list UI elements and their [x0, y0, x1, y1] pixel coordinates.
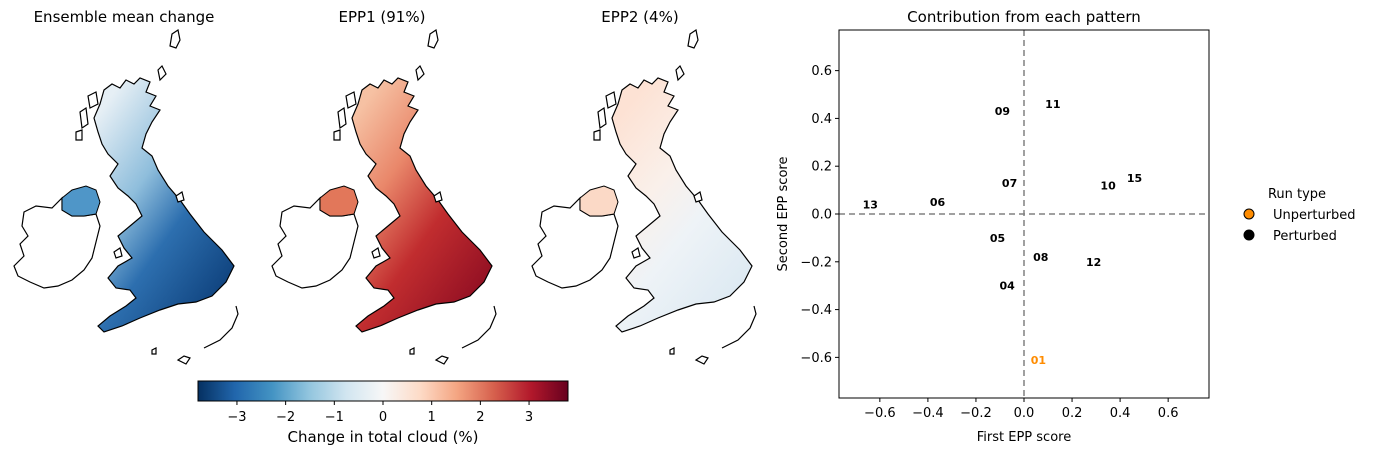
y-tick-label: 0.6 — [811, 64, 832, 79]
legend-title: Run type — [1268, 187, 1326, 202]
y-tick-label: −0.2 — [800, 255, 832, 270]
x-tick-label: 0.6 — [1158, 406, 1179, 421]
map-ensemble-mean: Ensemble mean change — [13, 8, 239, 365]
point-label-11: 11 — [1045, 98, 1060, 111]
map-title: EPP2 (4%) — [601, 8, 678, 26]
scatter-chart: Contribution from each pattern 010405060… — [776, 8, 1210, 445]
scatter-points: 01 04 05 06 07 08 09 10 11 12 13 15 — [863, 98, 1143, 367]
legend-entry-perturbed: Perturbed — [1243, 229, 1337, 244]
point-label-07: 07 — [1002, 177, 1017, 190]
colorbar-tick-label: 3 — [525, 410, 533, 425]
x-tick-label: 0.4 — [1110, 406, 1131, 421]
map-title: EPP1 (91%) — [339, 8, 426, 26]
legend-marker-unperturbed — [1243, 208, 1255, 220]
point-label-13: 13 — [863, 198, 878, 211]
reference-lines — [839, 30, 1209, 398]
point-label-04: 04 — [1000, 280, 1016, 293]
colorbar-label: Change in total cloud (%) — [287, 428, 478, 446]
map-title: Ensemble mean change — [34, 8, 215, 26]
point-label-10: 10 — [1100, 179, 1116, 192]
colorbar-tick-label: −3 — [227, 410, 246, 425]
legend-entry-unperturbed: Unperturbed — [1243, 208, 1356, 223]
chart-title: Contribution from each pattern — [907, 8, 1141, 26]
colorbar-tick-label: 1 — [428, 410, 436, 425]
y-tick-label: 0.2 — [811, 160, 832, 175]
map-epp1: EPP1 (91%) — [271, 8, 497, 365]
point-label-01: 01 — [1031, 354, 1046, 367]
point-label-09: 09 — [995, 105, 1010, 118]
x-tick-label: 0.0 — [1014, 406, 1035, 421]
y-tick-label: −0.4 — [800, 303, 832, 318]
x-axis-ticks: −0.6 −0.4 −0.2 0.0 0.2 0.4 0.6 — [864, 398, 1178, 421]
legend-label: Unperturbed — [1273, 208, 1356, 223]
x-tick-label: −0.6 — [864, 406, 896, 421]
colorbar-tick-label: 2 — [476, 410, 484, 425]
colorbar-bar — [197, 380, 569, 402]
colorbar-tick-label: −2 — [276, 410, 295, 425]
colorbar: −3 −2 −1 0 1 2 3 Change in total cloud (%) — [197, 380, 569, 446]
legend: Run type Unperturbed Perturbed — [1243, 187, 1356, 244]
x-tick-label: −0.2 — [960, 406, 992, 421]
point-label-15: 15 — [1127, 172, 1142, 185]
point-label-08: 08 — [1033, 251, 1048, 264]
legend-label: Perturbed — [1273, 229, 1337, 244]
legend-marker-perturbed — [1243, 229, 1255, 241]
point-label-12: 12 — [1086, 256, 1101, 269]
point-label-05: 05 — [990, 232, 1005, 245]
y-tick-label: 0.0 — [811, 208, 832, 223]
colorbar-tick-label: 0 — [379, 410, 387, 425]
map-epp2: EPP2 (4%) — [531, 8, 757, 365]
y-tick-label: −0.6 — [800, 351, 832, 366]
y-axis-label: Second EPP score — [776, 157, 791, 272]
x-axis-label: First EPP score — [977, 430, 1071, 445]
y-tick-label: 0.4 — [811, 112, 832, 127]
colorbar-tick-label: −1 — [325, 410, 344, 425]
point-label-06: 06 — [930, 196, 946, 209]
colorbar-ticks: −3 −2 −1 0 1 2 3 — [227, 401, 533, 425]
x-tick-label: −0.4 — [912, 406, 944, 421]
y-axis-ticks: −0.6 −0.4 −0.2 0.0 0.2 0.4 0.6 — [800, 64, 839, 366]
x-tick-label: 0.2 — [1062, 406, 1083, 421]
